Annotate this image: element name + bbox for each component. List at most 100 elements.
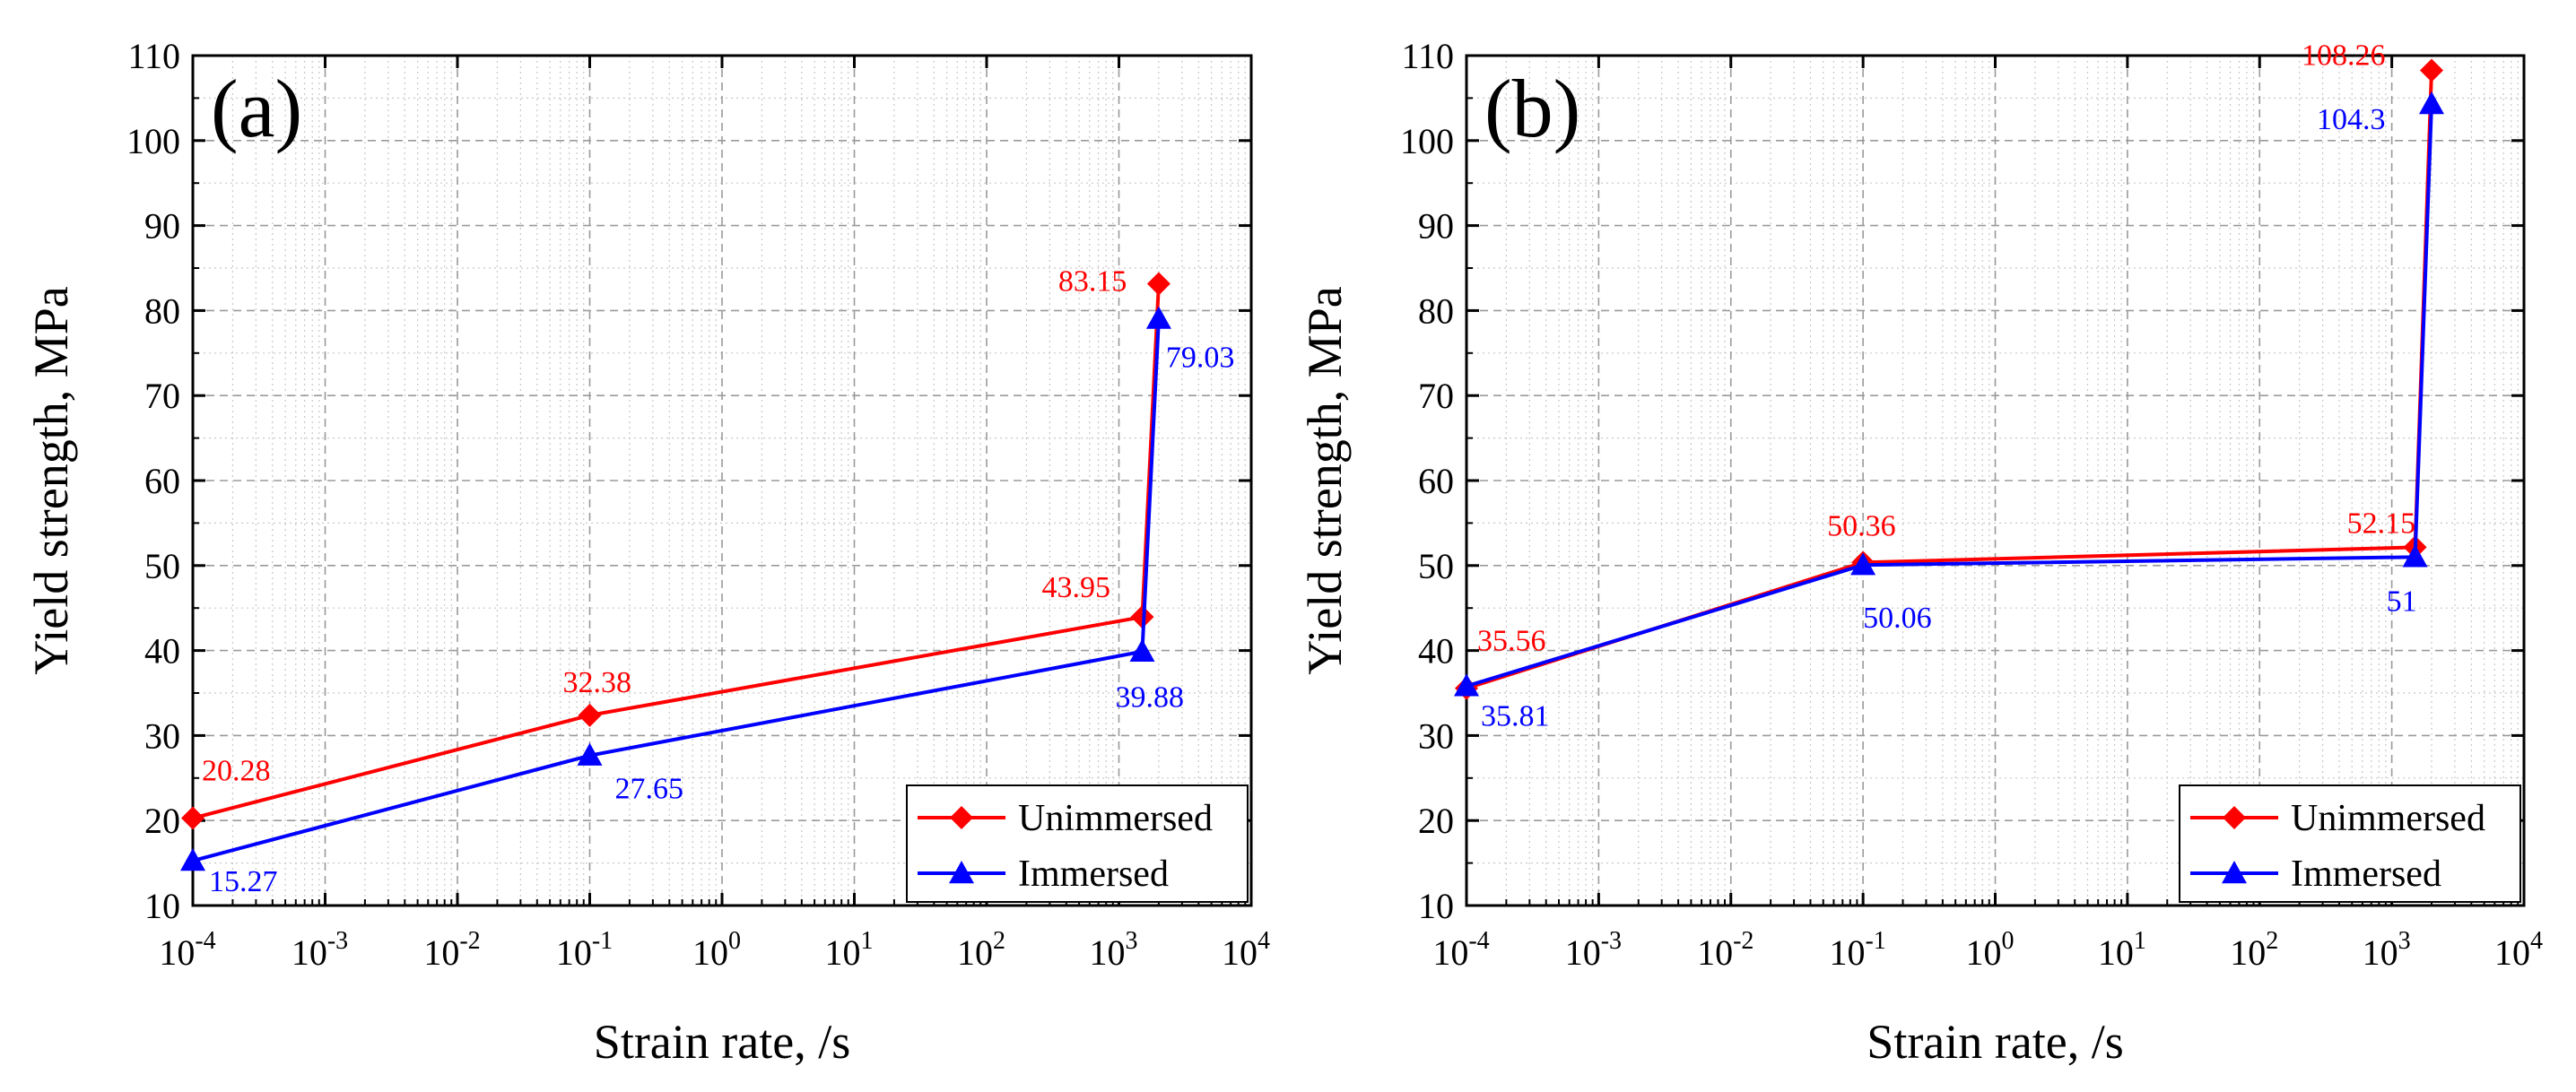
x-tick-exponent: 4 — [2530, 927, 2543, 955]
x-tick-exponent: 2 — [993, 927, 1005, 955]
y-axis-ticks: 10 20 30 40 50 60 70 80 90 100 110 — [126, 36, 1251, 926]
triangle-marker — [180, 848, 205, 871]
x-tick-exponent: 1 — [2134, 927, 2146, 955]
chart-panel-b: 10-4 10-3 10-2 10-1 100 101 102 103 104102030405… — [1298, 36, 2543, 1069]
x-tick-base: 10 — [1432, 932, 1468, 973]
panel-label: (a) — [211, 63, 302, 154]
x-tick-label: 101 — [825, 927, 874, 973]
y-axis-title: Yield strength, MPa — [1298, 286, 1352, 675]
y-tick-label: 40 — [1418, 631, 1454, 672]
y-tick-label: 60 — [1418, 461, 1454, 501]
legend: Unimmersed Immersed — [906, 784, 1249, 903]
x-tick-base: 10 — [2363, 932, 2398, 973]
data-label: 51 — [2387, 585, 2417, 618]
x-tick-label: 104 — [1222, 927, 1270, 973]
x-tick-exponent: -2 — [1733, 927, 1754, 955]
legend-triangle-marker — [2222, 861, 2247, 884]
x-tick-label: 10-2 — [1697, 927, 1754, 973]
x-tick-exponent: 3 — [1126, 927, 1138, 955]
x-tick-label: 10-3 — [1565, 927, 1622, 973]
series-line — [1466, 70, 2433, 690]
x-tick-base: 10 — [957, 932, 993, 973]
y-axis-title: Yield strength, MPa — [24, 286, 78, 675]
data-label: 43.95 — [1041, 571, 1110, 604]
diamond-marker — [2419, 58, 2443, 82]
x-axis-ticks: 10-4 10-3 10-2 10-1 100 101 102 103 104 — [1432, 56, 2543, 973]
x-tick-exponent: 1 — [861, 927, 874, 955]
series-line — [192, 318, 1161, 862]
data-label: 108.26 — [2302, 39, 2386, 72]
y-tick-label: 100 — [1400, 121, 1454, 161]
triangle-marker — [1129, 638, 1155, 662]
data-label: 50.36 — [1827, 509, 1896, 542]
x-tick-base: 10 — [423, 932, 459, 973]
x-tick-exponent: 3 — [2398, 927, 2411, 955]
data-label: 20.28 — [202, 755, 271, 788]
series-unimmersed: 35.56 50.36 52.15 108.26 — [1455, 39, 2443, 700]
y-tick-label: 90 — [1418, 206, 1454, 247]
x-tick-base: 10 — [692, 932, 728, 973]
y-tick-label: 40 — [144, 631, 180, 672]
data-label: 27.65 — [615, 773, 684, 806]
x-tick-base: 10 — [1697, 932, 1733, 973]
y-tick-label: 110 — [1401, 36, 1454, 76]
data-label: 83.15 — [1058, 265, 1127, 299]
y-tick-label: 110 — [127, 36, 180, 76]
x-tick-base: 10 — [2230, 932, 2266, 973]
x-tick-base: 10 — [556, 932, 592, 973]
panel-label: (b) — [1484, 63, 1580, 154]
legend-diamond-marker — [2223, 806, 2246, 829]
x-tick-label: 10-1 — [1829, 927, 1885, 973]
x-tick-base: 10 — [1090, 932, 1126, 973]
legend-label: Immersed — [1018, 854, 1169, 895]
data-label: 50.06 — [1863, 602, 1932, 635]
x-tick-label: 103 — [2363, 927, 2411, 973]
data-label: 79.03 — [1166, 342, 1235, 375]
triangle-marker — [1454, 673, 1479, 697]
x-tick-label: 100 — [1966, 927, 2015, 973]
series-immersed: 15.27 27.65 39.88 79.03 — [180, 306, 1235, 898]
y-tick-label: 30 — [1418, 715, 1454, 756]
x-tick-base: 10 — [2494, 932, 2530, 973]
y-tick-label: 20 — [144, 801, 180, 841]
y-axis-ticks: 10 20 30 40 50 60 70 80 90 100 110 — [1400, 36, 2524, 926]
x-tick-exponent: -4 — [1468, 927, 1489, 955]
x-tick-base: 10 — [825, 932, 861, 973]
x-tick-label: 10-1 — [556, 927, 613, 973]
y-tick-label: 60 — [144, 461, 180, 501]
x-tick-base: 10 — [1222, 932, 1258, 973]
y-tick-label: 70 — [1418, 376, 1454, 416]
triangle-marker — [2418, 91, 2444, 115]
triangle-marker — [1145, 306, 1171, 329]
x-tick-exponent: 0 — [728, 927, 741, 955]
x-tick-exponent: -3 — [327, 927, 348, 955]
x-tick-base: 10 — [1829, 932, 1865, 973]
y-tick-label: 10 — [144, 886, 180, 926]
x-tick-base: 10 — [2098, 932, 2134, 973]
y-tick-label: 20 — [1418, 801, 1454, 841]
x-tick-exponent: -2 — [459, 927, 480, 955]
x-tick-label: 10-2 — [423, 927, 480, 973]
data-label: 104.3 — [2317, 103, 2386, 136]
legend-label: Unimmersed — [1018, 798, 1213, 839]
x-tick-base: 10 — [159, 932, 195, 973]
triangle-marker — [2402, 544, 2428, 568]
series-unimmersed: 20.28 32.38 43.95 83.15 — [181, 265, 1171, 830]
y-tick-label: 30 — [144, 715, 180, 756]
x-tick-exponent: -1 — [1865, 927, 1885, 955]
chart-panel-a: 10-4 10-3 10-2 10-1 100 101 102 103 104102030405… — [24, 36, 1270, 1069]
diamond-marker — [578, 703, 602, 727]
x-tick-base: 10 — [292, 932, 327, 973]
legend: Unimmersed Immersed — [2179, 784, 2521, 903]
x-tick-base: 10 — [1565, 932, 1601, 973]
diamond-marker — [181, 806, 205, 830]
data-label: 35.81 — [1481, 699, 1550, 732]
y-tick-label: 10 — [1418, 886, 1454, 926]
x-tick-label: 103 — [1090, 927, 1138, 973]
legend-label: Immersed — [2291, 854, 2441, 895]
y-tick-label: 50 — [1418, 546, 1454, 586]
x-tick-label: 10-4 — [1432, 927, 1489, 973]
data-label: 39.88 — [1115, 681, 1184, 715]
diamond-marker — [1146, 272, 1171, 296]
